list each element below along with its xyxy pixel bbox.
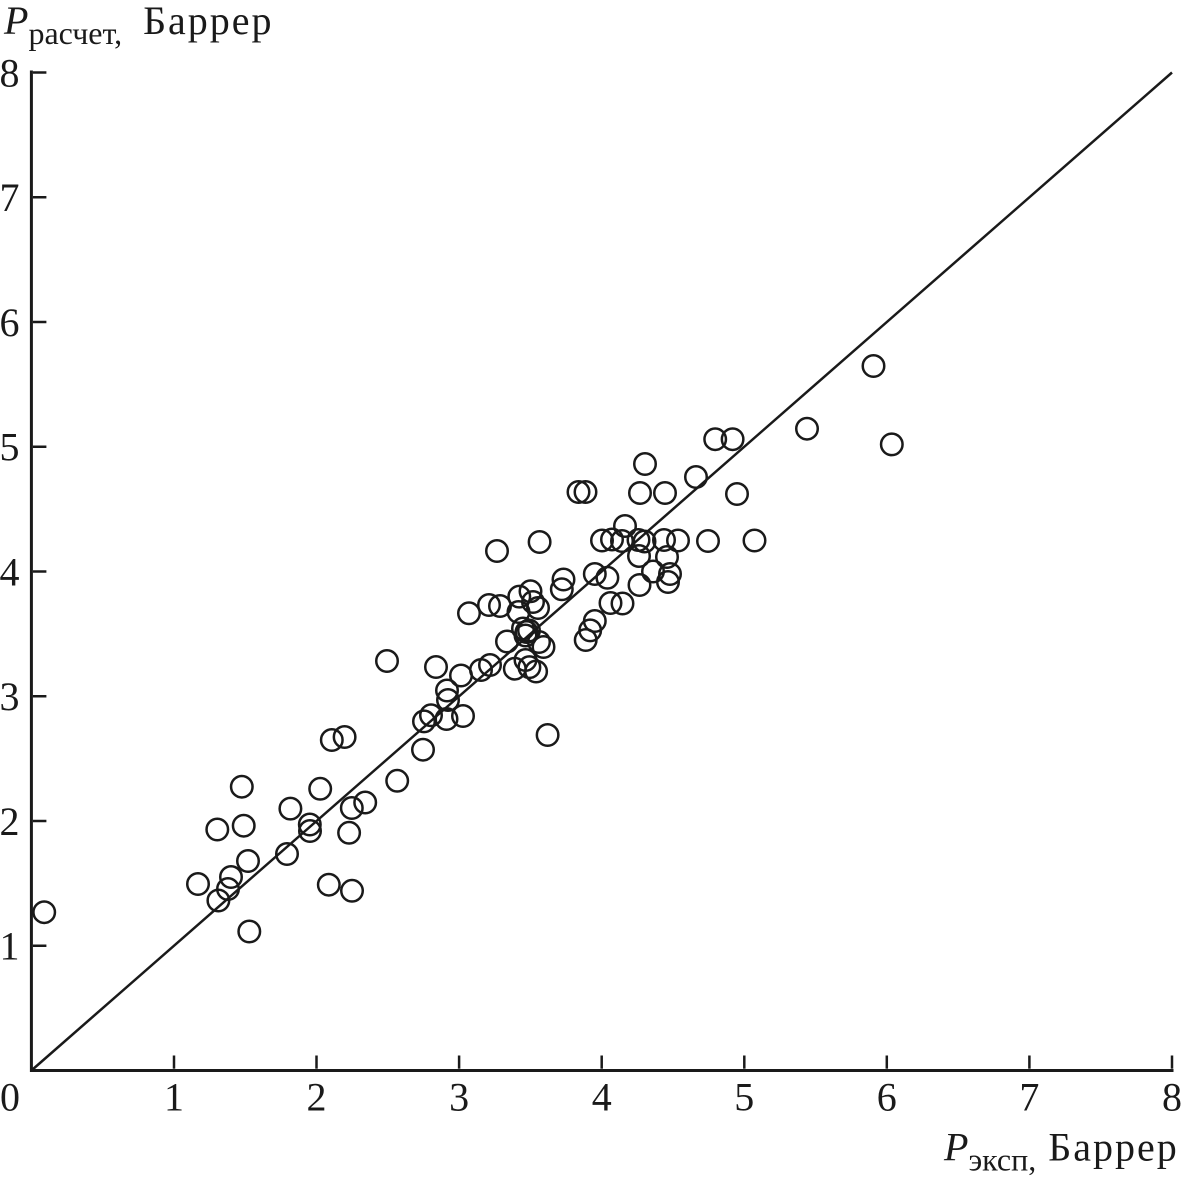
svg-text:6: 6 [0, 300, 20, 345]
svg-text:7: 7 [1019, 1075, 1039, 1120]
svg-text:5: 5 [734, 1075, 754, 1120]
svg-text:2: 2 [307, 1075, 327, 1120]
svg-text:3: 3 [449, 1075, 469, 1120]
svg-text:8: 8 [0, 50, 20, 95]
svg-text:7: 7 [0, 175, 20, 220]
svg-text:Pрасчет, Баррер: Pрасчет, Баррер [3, 0, 274, 51]
svg-text:6: 6 [877, 1075, 897, 1120]
svg-text:3: 3 [0, 674, 20, 719]
svg-text:2: 2 [0, 799, 20, 844]
svg-text:1: 1 [164, 1075, 184, 1120]
svg-text:0: 0 [0, 1075, 20, 1120]
svg-text:Pэксп, Баррер: Pэксп, Баррер [943, 1125, 1179, 1178]
svg-text:5: 5 [0, 425, 20, 470]
svg-text:4: 4 [0, 549, 20, 594]
svg-text:8: 8 [1162, 1075, 1182, 1120]
svg-text:1: 1 [0, 924, 20, 969]
svg-text:4: 4 [592, 1075, 612, 1120]
